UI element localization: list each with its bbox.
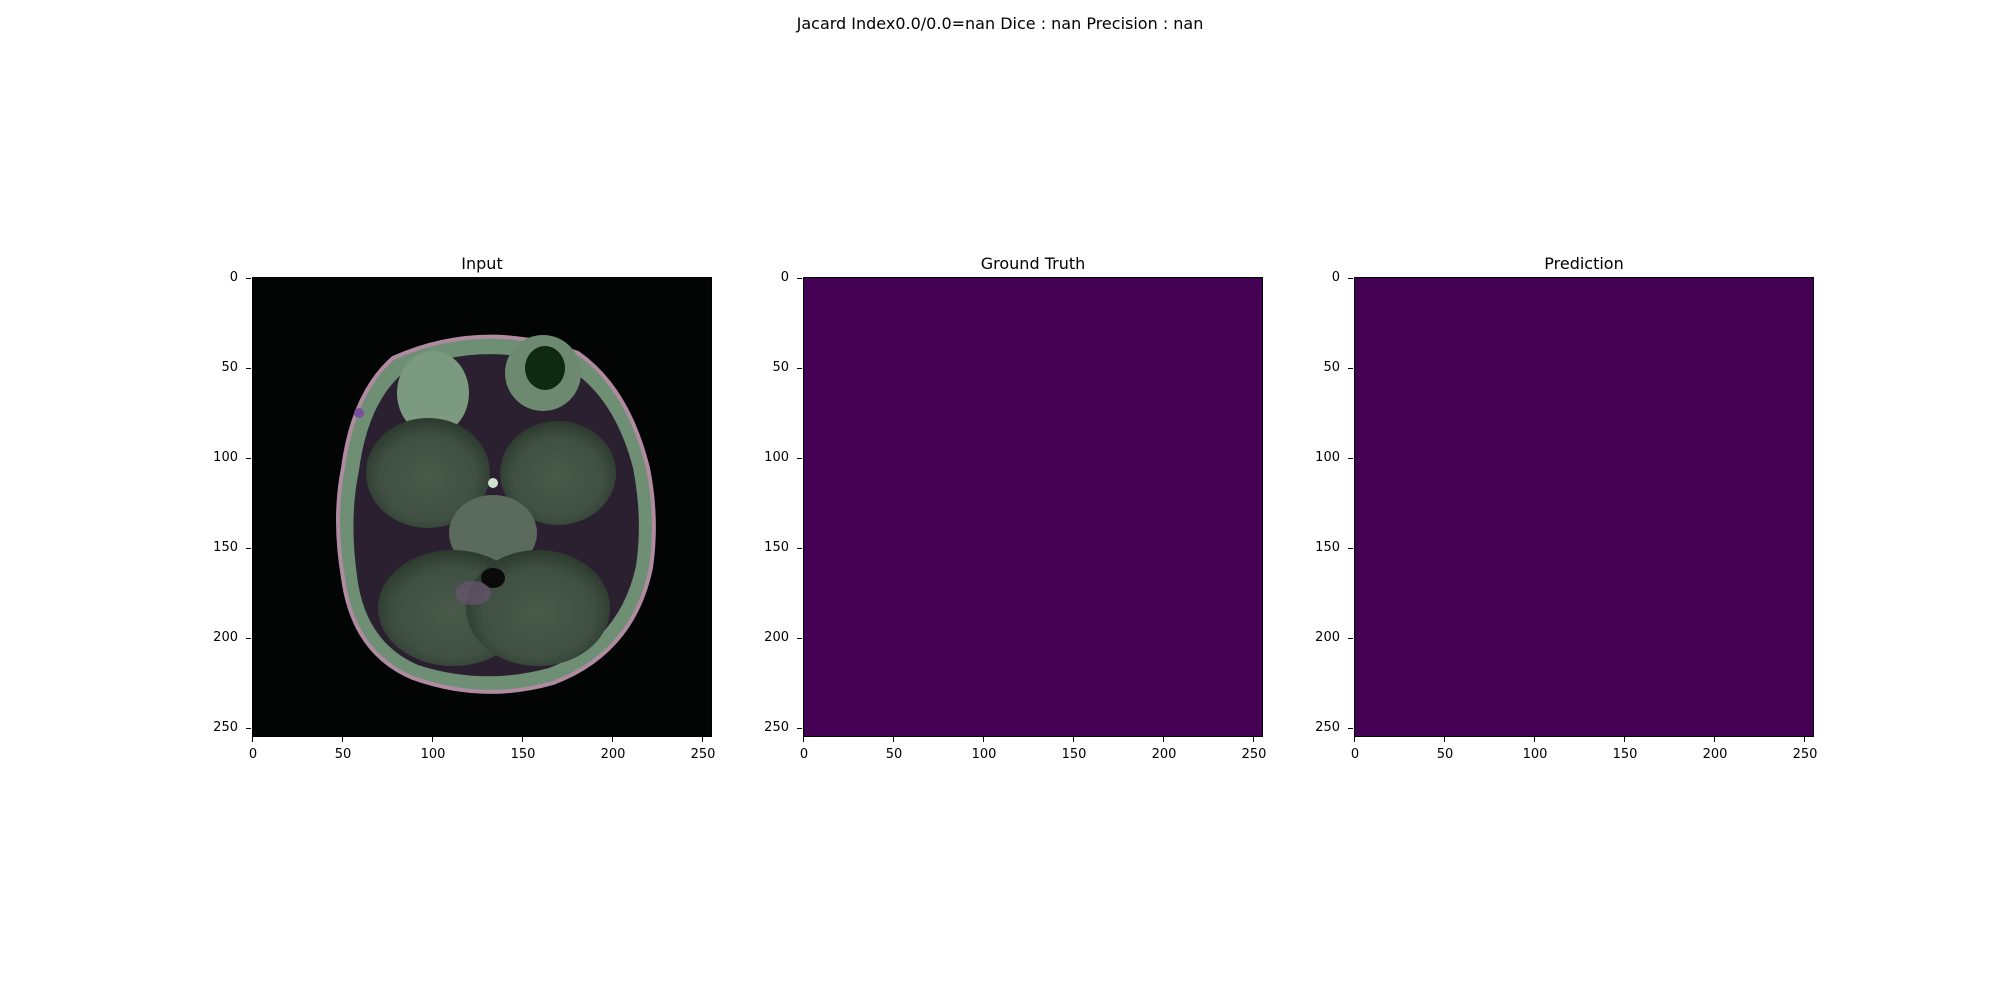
ytick-mark bbox=[246, 728, 251, 729]
ytick-label: 250 bbox=[1315, 720, 1340, 735]
xtick-mark bbox=[1073, 737, 1074, 742]
ytick-label: 150 bbox=[213, 540, 238, 555]
ytick-label: 50 bbox=[221, 360, 238, 375]
xtick-label: 200 bbox=[1151, 747, 1177, 762]
xtick-label: 0 bbox=[1350, 747, 1360, 762]
xtick-label: 100 bbox=[1522, 747, 1548, 762]
xtick-mark bbox=[1714, 737, 1715, 742]
basilar-highlight bbox=[488, 478, 498, 488]
ytick-label: 200 bbox=[1315, 630, 1340, 645]
xtick-label: 200 bbox=[1702, 747, 1728, 762]
ytick-mark bbox=[1348, 548, 1353, 549]
ytick-mark bbox=[1348, 728, 1353, 729]
ytick-mark bbox=[797, 458, 802, 459]
ytick-label: 250 bbox=[764, 720, 789, 735]
ytick-mark bbox=[246, 638, 251, 639]
ytick-label: 150 bbox=[764, 540, 789, 555]
purple-artifact bbox=[354, 408, 364, 418]
panel-input: Input bbox=[213, 0, 752, 1000]
ytick-label: 50 bbox=[772, 360, 789, 375]
fourth-ventricle bbox=[481, 568, 505, 588]
xtick-mark bbox=[432, 737, 433, 742]
xtick-label: 250 bbox=[690, 747, 716, 762]
prediction-mask-axes bbox=[1354, 277, 1814, 737]
input-image-axes bbox=[252, 277, 712, 737]
xtick-label: 150 bbox=[510, 747, 536, 762]
ytick-mark bbox=[246, 458, 251, 459]
ytick-label: 0 bbox=[1331, 270, 1340, 285]
xtick-label: 50 bbox=[885, 747, 903, 762]
vermis-shade bbox=[455, 581, 491, 605]
ytick-label: 150 bbox=[1315, 540, 1340, 555]
figure-suptitle: Jacard Index0.0/0.0=nan Dice : nan Preci… bbox=[796, 14, 1204, 33]
xtick-mark bbox=[803, 737, 804, 742]
ytick-mark bbox=[246, 368, 251, 369]
xtick-mark bbox=[1354, 737, 1355, 742]
ytick-mark bbox=[246, 548, 251, 549]
ytick-label: 0 bbox=[229, 270, 238, 285]
xtick-label: 100 bbox=[420, 747, 446, 762]
xtick-label: 50 bbox=[1436, 747, 1454, 762]
xtick-mark bbox=[983, 737, 984, 742]
ytick-label: 0 bbox=[780, 270, 789, 285]
xtick-label: 100 bbox=[971, 747, 997, 762]
xtick-label: 50 bbox=[334, 747, 352, 762]
xtick-label: 150 bbox=[1612, 747, 1638, 762]
mri-brain-image bbox=[336, 334, 656, 694]
panel-title-ground-truth: Ground Truth bbox=[980, 254, 1086, 273]
xtick-label: 0 bbox=[799, 747, 809, 762]
xtick-mark bbox=[522, 737, 523, 742]
ytick-mark bbox=[797, 548, 802, 549]
ytick-label: 200 bbox=[213, 630, 238, 645]
ytick-mark bbox=[1348, 638, 1353, 639]
ytick-mark bbox=[1348, 368, 1353, 369]
right-temporal-lobe bbox=[500, 421, 616, 525]
left-orbit bbox=[397, 351, 469, 435]
ytick-label: 250 bbox=[213, 720, 238, 735]
xtick-mark bbox=[342, 737, 343, 742]
xtick-mark bbox=[702, 737, 703, 742]
ytick-label: 50 bbox=[1323, 360, 1340, 375]
xtick-mark bbox=[1163, 737, 1164, 742]
xtick-label: 150 bbox=[1061, 747, 1087, 762]
xtick-label: 0 bbox=[248, 747, 258, 762]
left-temporal-lobe bbox=[366, 418, 490, 528]
ytick-label: 100 bbox=[213, 450, 238, 465]
xtick-mark bbox=[1624, 737, 1625, 742]
ytick-mark bbox=[797, 728, 802, 729]
xtick-label: 200 bbox=[600, 747, 626, 762]
xtick-mark bbox=[252, 737, 253, 742]
panel-title-prediction: Prediction bbox=[1544, 254, 1624, 273]
ytick-mark bbox=[797, 278, 802, 279]
xtick-label: 250 bbox=[1792, 747, 1818, 762]
ytick-label: 100 bbox=[764, 450, 789, 465]
ytick-mark bbox=[1348, 278, 1353, 279]
ytick-mark bbox=[797, 368, 802, 369]
panel-title-input: Input bbox=[461, 254, 503, 273]
xtick-mark bbox=[1804, 737, 1805, 742]
xtick-mark bbox=[893, 737, 894, 742]
ytick-mark bbox=[246, 278, 251, 279]
xtick-mark bbox=[1253, 737, 1254, 742]
panel-ground-truth: Ground Truth 0 50 100 150 200 250 0 50 1… bbox=[764, 0, 1303, 1000]
xtick-mark bbox=[1534, 737, 1535, 742]
ground-truth-mask-axes bbox=[803, 277, 1263, 737]
right-cerebellum bbox=[466, 550, 610, 666]
ytick-label: 200 bbox=[764, 630, 789, 645]
xtick-label: 250 bbox=[1241, 747, 1267, 762]
ytick-mark bbox=[1348, 458, 1353, 459]
xtick-mark bbox=[1444, 737, 1445, 742]
ytick-label: 100 bbox=[1315, 450, 1340, 465]
ytick-mark bbox=[797, 638, 802, 639]
xtick-mark bbox=[612, 737, 613, 742]
right-eye bbox=[525, 346, 565, 390]
panel-prediction: Prediction 0 50 100 150 200 250 0 50 100… bbox=[1315, 0, 1854, 1000]
